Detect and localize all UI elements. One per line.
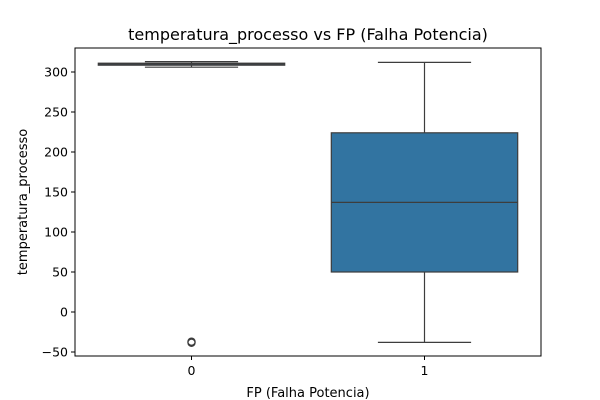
y-tick-label: 200 [44, 145, 68, 160]
y-axis-label: temperatura_processo [16, 129, 31, 275]
plot-frame [74, 47, 542, 357]
y-tick-label: 0 [60, 305, 68, 320]
x-axis-label: FP (Falha Potencia) [246, 386, 369, 400]
y-tick-label: 100 [44, 225, 68, 240]
x-tick-label: 1 [421, 363, 429, 378]
y-tick-label: 300 [44, 65, 68, 80]
plot-area: −50 0 50 100 150 200 250 300 0 1 [42, 47, 542, 378]
y-tick-label: 250 [44, 105, 68, 120]
outlier-point [187, 338, 196, 347]
y-tick-label: 150 [44, 185, 68, 200]
y-tick-label: −50 [42, 345, 68, 360]
y-tick-label: 50 [52, 265, 68, 280]
chart-title: temperatura_processo vs FP (Falha Potenc… [128, 25, 488, 45]
x-tick-label: 0 [188, 363, 196, 378]
